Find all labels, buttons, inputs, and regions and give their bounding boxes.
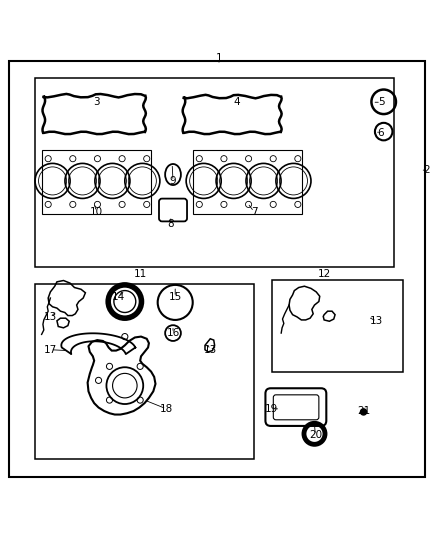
Text: 1: 1 <box>215 53 223 63</box>
Text: 9: 9 <box>170 176 177 186</box>
Text: 13: 13 <box>204 345 217 355</box>
Text: 5: 5 <box>378 97 385 107</box>
Bar <box>35 78 394 266</box>
Text: 13: 13 <box>44 312 57 322</box>
Text: 3: 3 <box>93 97 100 107</box>
Text: 19: 19 <box>265 404 278 414</box>
Text: 8: 8 <box>167 219 174 229</box>
Text: 14: 14 <box>112 292 125 302</box>
Text: 7: 7 <box>251 207 258 217</box>
Bar <box>35 284 254 459</box>
Text: 15: 15 <box>169 292 182 302</box>
Text: 6: 6 <box>378 128 385 138</box>
Text: 16: 16 <box>166 328 180 338</box>
Text: 12: 12 <box>318 269 331 279</box>
Bar <box>42 150 151 214</box>
Text: 21: 21 <box>357 406 370 416</box>
Text: 13: 13 <box>370 316 383 326</box>
Text: 4: 4 <box>233 97 240 107</box>
Bar <box>193 150 302 214</box>
Text: 2: 2 <box>424 165 431 175</box>
Circle shape <box>360 409 367 415</box>
Text: 18: 18 <box>160 404 173 414</box>
Text: 11: 11 <box>134 269 147 279</box>
Text: 10: 10 <box>90 207 103 217</box>
Text: 20: 20 <box>309 430 322 440</box>
Text: 17: 17 <box>44 345 57 355</box>
Bar <box>272 280 403 372</box>
